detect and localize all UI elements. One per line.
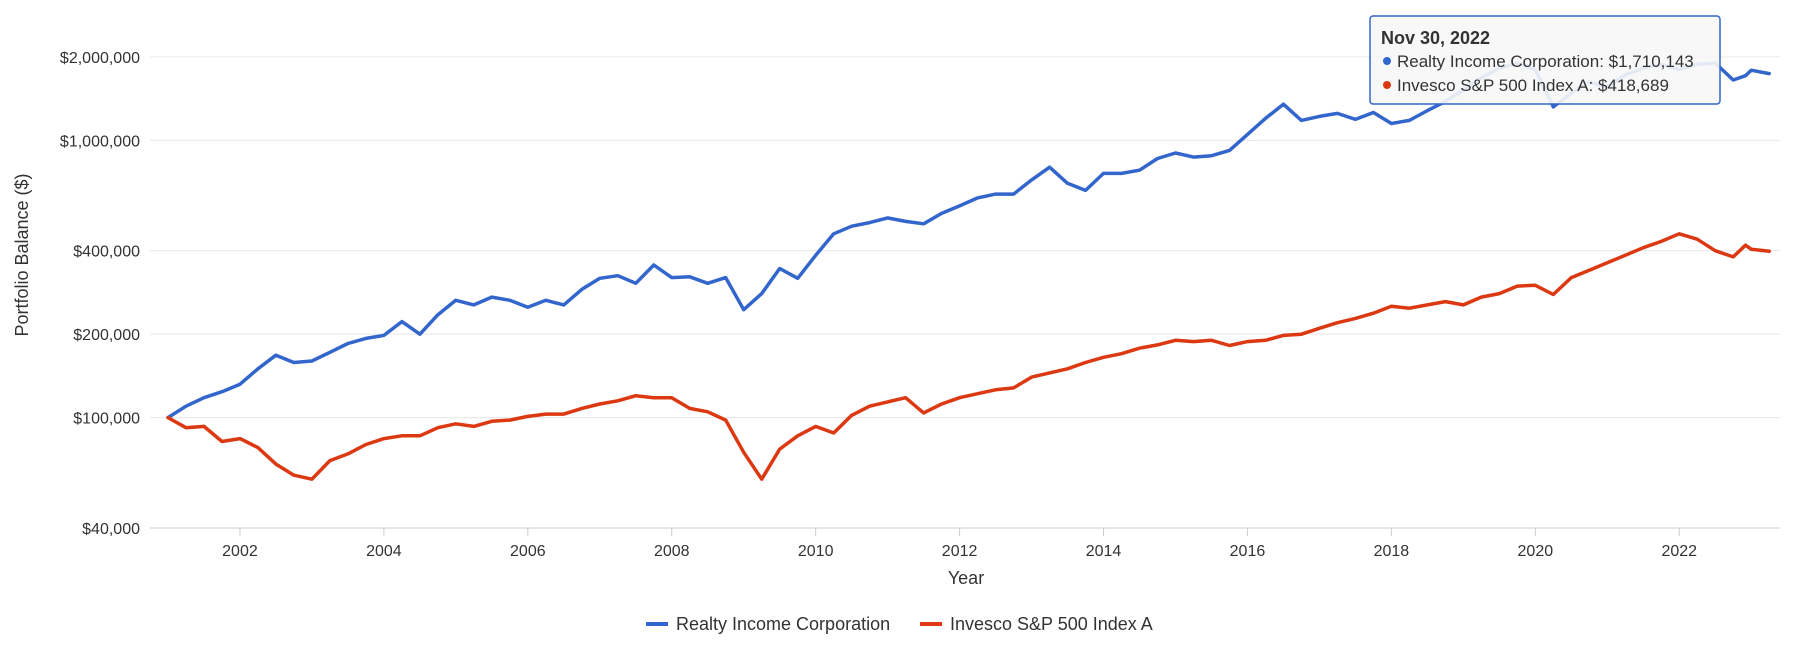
legend-item-invesco-sp500[interactable]: Invesco S&P 500 Index A <box>920 614 1153 634</box>
y-axis-ticks: $40,000 $100,000 $200,000 $400,000 $1,000,00… <box>60 50 140 538</box>
series-line-realty-income[interactable] <box>166 61 1771 420</box>
x-axis-title: Year <box>948 568 984 588</box>
x-tick-label: 2014 <box>1086 543 1122 560</box>
x-tick-label: 2012 <box>942 543 978 560</box>
tooltip-box <box>1369 15 1721 105</box>
y-tick-label: $1,000,000 <box>60 133 140 150</box>
x-tick-label: 2010 <box>798 543 834 560</box>
x-tick-label: 2020 <box>1518 543 1554 560</box>
x-tick-label: 2004 <box>366 543 402 560</box>
legend-label-invesco-sp500: Invesco S&P 500 Index A <box>950 614 1153 634</box>
x-tick-label: 2016 <box>1230 543 1266 560</box>
y-tick-label: $200,000 <box>73 327 140 344</box>
tooltip-value-invesco-sp500: Invesco S&P 500 Index A: $418,689 <box>1397 76 1669 95</box>
y-tick-label: $100,000 <box>73 411 140 428</box>
y-tick-label: $400,000 <box>73 244 140 261</box>
series-line-invesco-sp500[interactable] <box>166 232 1771 481</box>
tooltip-date: Nov 30, 2022 <box>1381 28 1490 48</box>
x-axis-ticks: 2002 2004 2006 2008 2010 2012 2014 2016 2018 2020… <box>222 528 1697 560</box>
x-tick-label: 2022 <box>1661 543 1697 560</box>
x-tick-label: 2008 <box>654 543 690 560</box>
series-lines <box>166 61 1771 481</box>
x-tick-label: 2006 <box>510 543 546 560</box>
legend-label-realty-income: Realty Income Corporation <box>676 614 890 634</box>
legend: Realty Income Corporation Invesco S&P 50… <box>646 614 1153 634</box>
x-tick-label: 2002 <box>222 543 258 560</box>
x-tick-label: 2018 <box>1374 543 1410 560</box>
legend-item-realty-income[interactable]: Realty Income Corporation <box>646 614 890 634</box>
y-axis-title: Portfolio Balance ($) <box>12 173 32 336</box>
tooltip-marker-invesco-sp500 <box>1383 81 1391 89</box>
y-tick-label: $2,000,000 <box>60 50 140 67</box>
tooltip: Nov 30, 2022 Realty Income Corporation: … <box>1369 15 1721 105</box>
tooltip-value-realty-income: Realty Income Corporation: $1,710,143 <box>1397 52 1694 71</box>
tooltip-marker-realty-income <box>1383 57 1391 65</box>
grid-lines <box>150 56 1780 419</box>
y-tick-label: $40,000 <box>82 521 140 538</box>
